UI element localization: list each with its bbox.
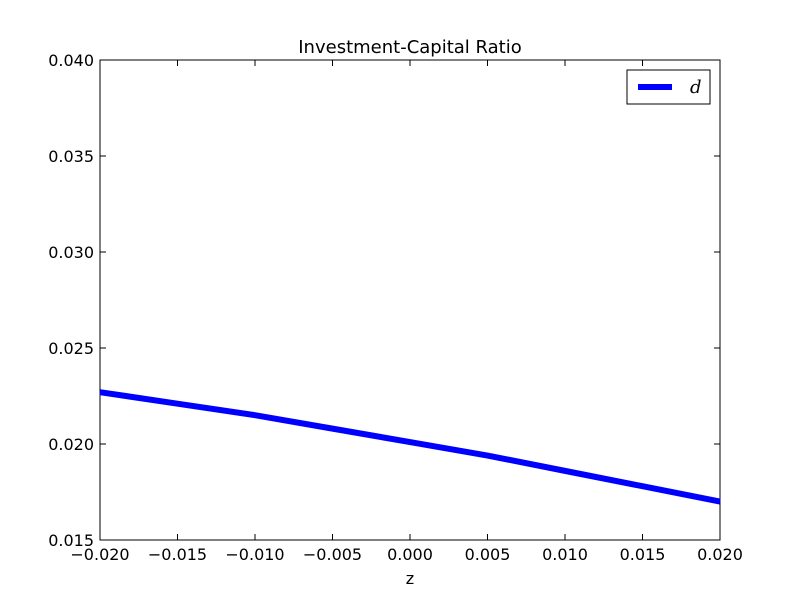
x-tick-label: −0.010 [225,545,284,564]
y-tick-label: 0.025 [48,339,94,358]
y-tick-label: 0.035 [48,147,94,166]
series-layer [99,389,721,505]
y-tick-label: 0.015 [48,531,94,550]
x-tick-label: −0.020 [70,545,129,564]
x-tick-label: 0.015 [620,545,666,564]
x-tick-label: 0.000 [387,545,433,564]
y-tick-label: 0.040 [48,51,94,70]
x-axis-label: z [406,569,414,588]
chart-title: Investment-Capital Ratio [298,37,522,58]
x-tick-label: −0.005 [303,545,362,564]
series-line-d [99,389,721,505]
axis-ticks: −0.020 −0.015 −0.010 −0.005 0.000 0.005 0.010 0… [48,51,743,564]
y-tick-label: 0.030 [48,243,94,262]
legend: d [626,69,711,105]
legend-label-d: d [690,77,702,98]
y-tick-label: 0.020 [48,435,94,454]
x-tick-label: 0.005 [465,545,511,564]
x-tick-label: −0.015 [148,545,207,564]
x-tick-label: 0.010 [542,545,588,564]
x-tick-label: 0.020 [697,545,743,564]
